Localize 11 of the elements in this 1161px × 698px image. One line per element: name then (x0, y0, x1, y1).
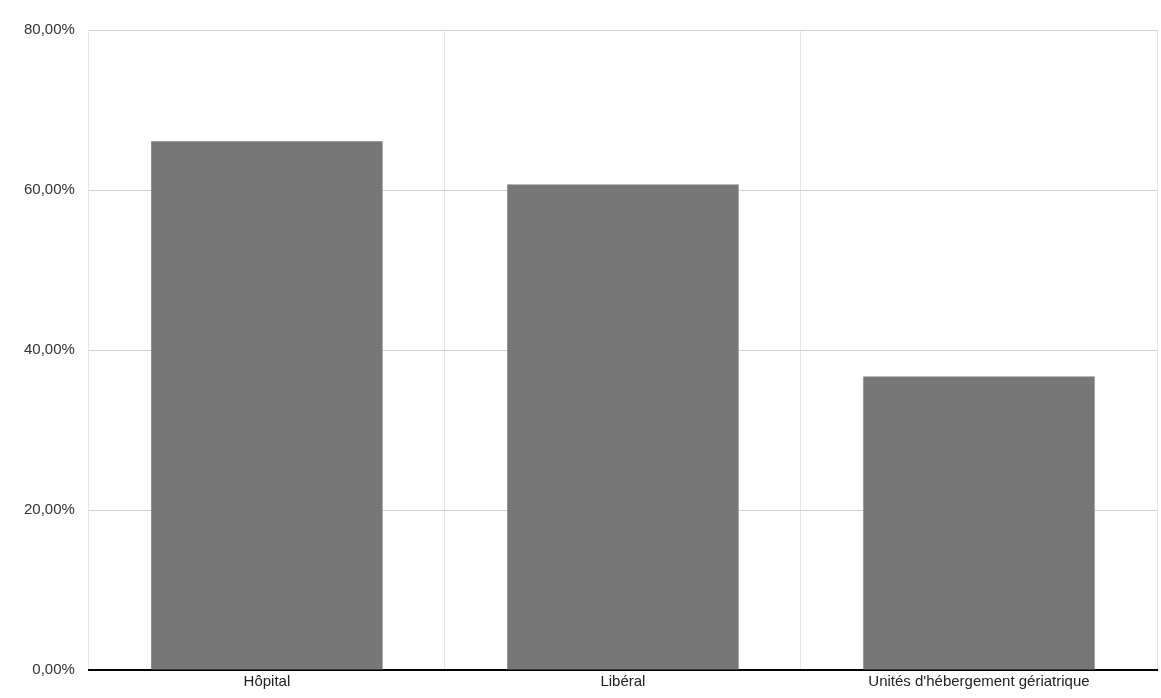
y-tick-label: 20,00% (24, 500, 75, 518)
bar (507, 184, 739, 670)
bar (151, 141, 383, 670)
y-tick-label: 60,00% (24, 180, 75, 198)
x-tick-label: Hôpital (243, 672, 291, 690)
x-tick-label: Libéral (600, 672, 646, 690)
y-tick-label: 80,00% (24, 20, 75, 38)
y-tick-label: 0,00% (32, 660, 75, 678)
x-tick-label: Unités d'hébergement gériatrique (868, 672, 1090, 690)
y-tick-label: 40,00% (24, 340, 75, 358)
bar (863, 376, 1095, 670)
